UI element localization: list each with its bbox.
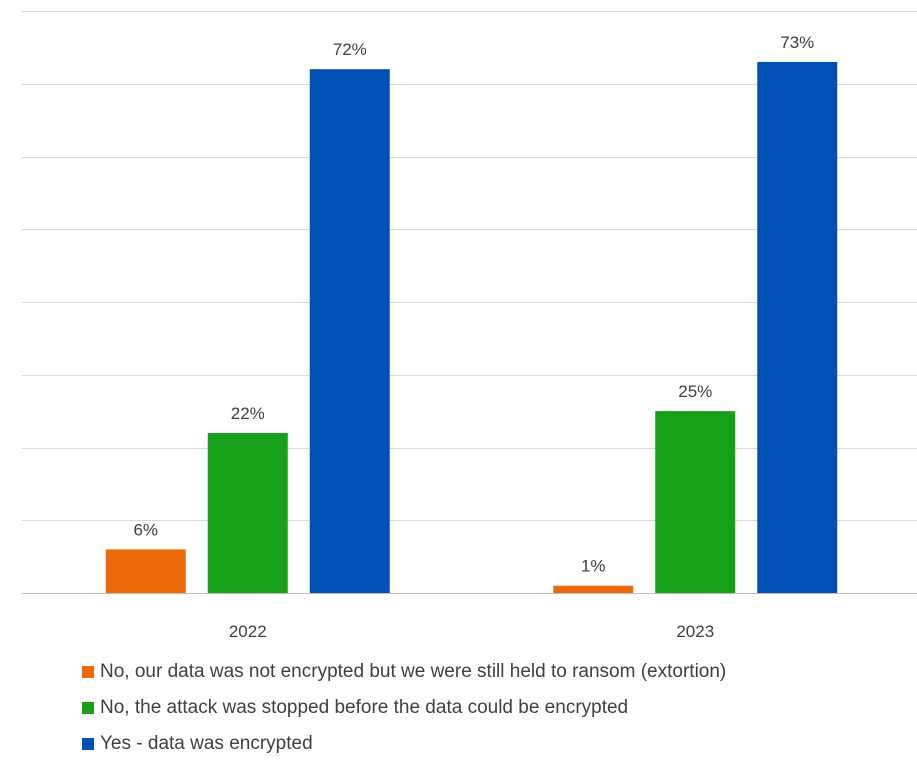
data-label: 1% bbox=[581, 557, 606, 576]
legend-item-encrypted: Yes - data was encrypted bbox=[82, 730, 917, 758]
legend-item-stopped: No, the attack was stopped before the da… bbox=[82, 694, 917, 722]
bar bbox=[207, 432, 288, 593]
legend-label-extortion: No, our data was not encrypted but we we… bbox=[100, 661, 727, 682]
data-label: 6% bbox=[133, 520, 158, 539]
legend-item-extortion: No, our data was not encrypted but we we… bbox=[82, 658, 917, 686]
bar bbox=[655, 411, 736, 593]
bar bbox=[309, 69, 390, 593]
legend-swatch-stopped bbox=[82, 702, 94, 714]
bar bbox=[757, 61, 838, 594]
data-label: 72% bbox=[333, 40, 367, 59]
bar-chart: 6% 22% 72% 2022 1% 25% 73% 2023 bbox=[22, 11, 917, 641]
legend-label-encrypted: Yes - data was encrypted bbox=[100, 733, 313, 754]
chart-area: 6% 22% 72% 2022 1% 25% 73% 2023 bbox=[22, 11, 917, 641]
legend-swatch-extortion bbox=[82, 666, 94, 678]
legend-label-stopped: No, the attack was stopped before the da… bbox=[100, 697, 629, 718]
bar bbox=[553, 585, 634, 593]
data-label: 73% bbox=[780, 33, 814, 52]
x-tick-label: 2023 bbox=[676, 622, 714, 641]
legend: No, our data was not encrypted but we we… bbox=[82, 658, 917, 766]
data-label: 25% bbox=[678, 382, 712, 401]
x-tick-label: 2022 bbox=[229, 622, 267, 641]
legend-swatch-encrypted bbox=[82, 738, 94, 750]
bar bbox=[105, 549, 186, 593]
data-label: 22% bbox=[231, 404, 265, 423]
